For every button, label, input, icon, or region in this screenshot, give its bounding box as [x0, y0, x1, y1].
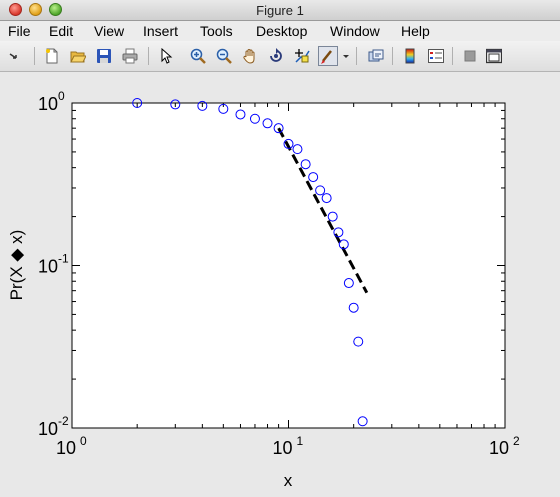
link-plot-icon[interactable] — [368, 48, 384, 64]
toolbar-separator — [148, 47, 149, 65]
data-point — [273, 123, 284, 134]
zoom-in-icon[interactable] — [190, 48, 206, 64]
y-axis-label: Pr(X ◆ x) — [7, 230, 26, 301]
x-tick-label-base: 10 — [56, 438, 76, 458]
pan-hand-icon[interactable] — [242, 48, 258, 64]
x-axis-label: x — [284, 471, 293, 490]
toolbar-separator — [356, 47, 357, 65]
menu-window[interactable]: Window — [330, 23, 380, 39]
menu-bar: File Edit View Insert Tools Desktop Wind… — [0, 21, 560, 41]
data-point — [308, 172, 319, 183]
show-plot-tools-icon[interactable] — [486, 48, 502, 64]
data-point — [262, 118, 273, 129]
x-tick-label-base: 10 — [272, 438, 292, 458]
menu-insert[interactable]: Insert — [143, 23, 179, 39]
arrow-icon[interactable] — [6, 48, 22, 64]
minor-ticks — [72, 103, 505, 428]
y-tick-label-base: 10 — [38, 257, 58, 277]
data-points-layer — [132, 98, 368, 427]
data-point — [333, 227, 344, 238]
new-figure-icon[interactable] — [44, 48, 60, 64]
minimize-window-button[interactable] — [29, 3, 42, 16]
x-tick-labels: 10 0 10 1 10 2 — [56, 434, 520, 458]
menu-view[interactable]: View — [94, 23, 125, 39]
x-tick-label-base: 10 — [489, 438, 509, 458]
data-point — [321, 193, 332, 204]
y-tick-label-base: 10 — [38, 94, 58, 114]
pointer-icon[interactable] — [158, 48, 174, 64]
x-tick-label-exponent: 1 — [297, 434, 304, 448]
y-tick-label-exponent: -1 — [58, 252, 69, 266]
data-point — [300, 159, 311, 170]
data-cursor-icon[interactable] — [294, 48, 310, 64]
menu-desktop[interactable]: Desktop — [256, 23, 308, 39]
window-title: Figure 1 — [256, 3, 304, 18]
menu-file[interactable]: File — [8, 23, 31, 39]
data-point — [315, 185, 326, 196]
y-tick-label-exponent: -2 — [58, 414, 69, 428]
zoom-window-button[interactable] — [49, 3, 62, 16]
menu-tools[interactable]: Tools — [200, 23, 233, 39]
x-tick-label-exponent: 2 — [513, 434, 520, 448]
window-titlebar: Figure 1 — [0, 0, 560, 21]
data-point — [197, 100, 208, 111]
data-point — [249, 113, 260, 124]
hide-plot-tools-icon[interactable] — [462, 48, 478, 64]
data-point — [170, 99, 181, 110]
zoom-out-icon[interactable] — [216, 48, 232, 64]
y-tick-label-exponent: 0 — [58, 89, 65, 103]
open-file-icon[interactable] — [70, 48, 86, 64]
fit-line — [277, 127, 369, 294]
axes-box — [71, 102, 506, 429]
print-icon[interactable] — [122, 48, 138, 64]
dropdown-arrow-icon[interactable] — [342, 48, 350, 64]
figure-toolbar — [0, 41, 560, 72]
colorbar-icon[interactable] — [402, 48, 418, 64]
toolbar-separator — [34, 47, 35, 65]
fit-line-layer — [277, 127, 369, 294]
data-point — [348, 302, 359, 313]
brush-icon[interactable] — [318, 46, 338, 66]
menu-help[interactable]: Help — [401, 23, 430, 39]
legend-icon[interactable] — [428, 48, 444, 64]
data-point — [132, 98, 143, 108]
data-point — [357, 416, 368, 427]
x-tick-label-exponent: 0 — [80, 434, 87, 448]
data-point — [353, 336, 364, 347]
rotate-3d-icon[interactable] — [268, 48, 284, 64]
data-point — [338, 239, 349, 250]
figure-canvas: 10 0 10 1 10 2 10 -2 10 -1 10 0 x Pr(X ◆ x) — [0, 72, 560, 492]
toolbar-separator — [392, 47, 393, 65]
data-point — [218, 103, 229, 114]
data-point — [292, 144, 303, 155]
data-point — [235, 109, 246, 120]
data-point — [327, 211, 338, 222]
menu-edit[interactable]: Edit — [49, 23, 74, 39]
toolbar-separator — [452, 47, 453, 65]
close-window-button[interactable] — [9, 3, 22, 16]
data-point — [283, 138, 294, 149]
save-icon[interactable] — [96, 48, 112, 64]
y-tick-label-base: 10 — [38, 419, 58, 439]
data-point — [343, 278, 354, 289]
